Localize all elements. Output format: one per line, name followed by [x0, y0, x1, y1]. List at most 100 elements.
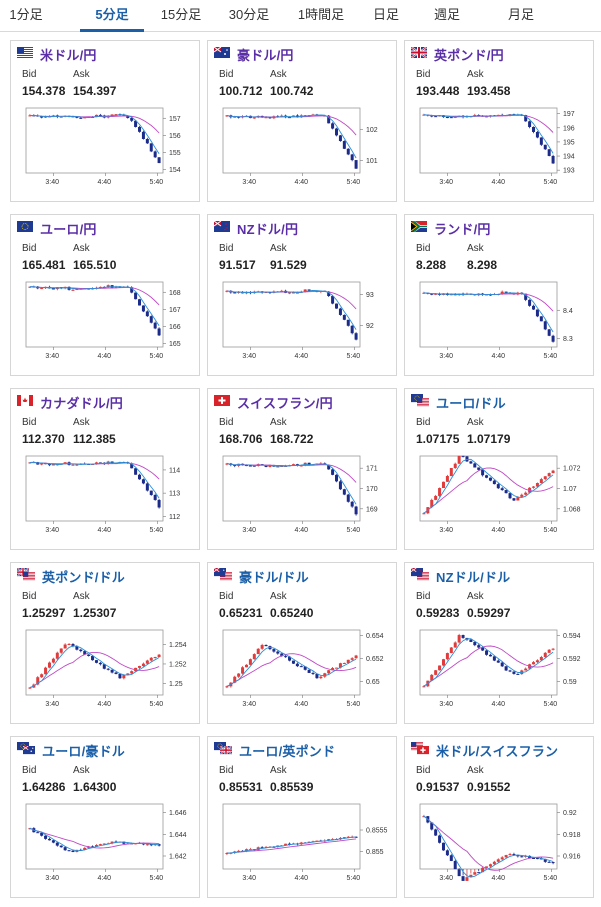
rate-card-aud-jpy[interactable]: 豪ドル/円 Bid Ask 100.712 100.742 102 101 3:40…: [207, 40, 397, 202]
pair-title[interactable]: NZドル/円: [214, 219, 298, 237]
flag-icon: [214, 567, 232, 585]
pair-name[interactable]: ユーロ/ドル: [436, 395, 506, 411]
chart-container[interactable]: 1.072 1.07 1.068 3:40 4:40 5:40: [417, 453, 592, 539]
pair-title[interactable]: 米ドル/円: [17, 45, 97, 63]
rate-card-nzd-jpy[interactable]: NZドル/円 Bid Ask 91.517 91.529 93 92 3:40 4:4…: [207, 214, 397, 376]
chart-container[interactable]: 157 156 155 154 3:40 4:40 5:40: [23, 105, 198, 191]
candle-up: [280, 466, 284, 468]
tab-1hour[interactable]: 1時間足: [297, 7, 345, 22]
pair-title[interactable]: 英ポンド/ドル: [17, 567, 125, 585]
candle-up: [237, 850, 241, 852]
ask-label: Ask: [73, 765, 90, 776]
pair-title[interactable]: 豪ドル/ドル: [214, 567, 309, 585]
candle-down: [138, 299, 142, 306]
pair-name[interactable]: ユーロ/豪ドル: [42, 743, 126, 759]
tab-15min[interactable]: 15分足: [160, 7, 202, 22]
y-tick-label: 0.92: [563, 810, 577, 817]
rate-card-aud-usd[interactable]: 豪ドル/ドル Bid Ask 0.65231 0.65240 0.654 0.65…: [207, 562, 397, 724]
pair-name[interactable]: NZドル/ドル: [436, 569, 511, 585]
pair-name[interactable]: 豪ドル/円: [237, 47, 294, 63]
y-tick-label: 1.646: [169, 810, 187, 817]
chart-container[interactable]: 168 167 166 165 3:40 4:40 5:40: [23, 279, 198, 365]
tab-1min[interactable]: 1分足: [9, 7, 43, 22]
chart-container[interactable]: 0.594 0.592 0.59 3:40 4:40 5:40: [417, 627, 592, 713]
moving-average-long: [423, 645, 554, 687]
pair-title[interactable]: ユーロ/英ポンド: [214, 741, 335, 759]
chart-container[interactable]: 0.92 0.918 0.916 3:40 4:40 5:40: [417, 801, 592, 887]
candle-up: [44, 667, 48, 675]
candle-up: [422, 114, 426, 116]
candle-down: [55, 842, 59, 846]
pair-name[interactable]: NZドル/円: [237, 221, 299, 237]
y-tick-label: 195: [563, 139, 575, 146]
candle-up: [430, 674, 434, 681]
pair-name[interactable]: 米ドル/スイスフラン: [436, 743, 559, 759]
pair-title[interactable]: ユーロ/円: [17, 219, 97, 237]
pair-title[interactable]: 米ドル/スイスフラン: [411, 741, 558, 759]
chart-container[interactable]: 8.4 8.3 3:40 4:40 5:40: [417, 279, 592, 365]
rate-card-cad-jpy[interactable]: カナダドル/円 Bid Ask 112.370 112.385 114 113 11…: [10, 388, 200, 550]
rate-card-usd-chf[interactable]: 米ドル/スイスフラン Bid Ask 0.91537 0.91552 0.92 0…: [404, 736, 594, 898]
rate-card-gbp-jpy[interactable]: 英ポンド/円 Bid Ask 193.448 193.458 197 196 195…: [404, 40, 594, 202]
candle-up: [547, 649, 551, 653]
pair-title[interactable]: 英ポンド/円: [411, 45, 504, 63]
chart-container[interactable]: 0.8555 0.855 3:40 4:40 5:40: [220, 801, 395, 887]
chart-container[interactable]: 1.646 1.644 1.642 3:40 4:40 5:40: [23, 801, 198, 887]
rate-card-zar-jpy[interactable]: ランド/円 Bid Ask 8.288 8.298 8.4 8.3 3:40 4:40…: [404, 214, 594, 376]
pair-title[interactable]: ユーロ/ドル: [411, 393, 506, 411]
pair-title[interactable]: スイスフラン/円: [214, 393, 333, 411]
chart-container[interactable]: 1.254 1.252 1.25 3:40 4:40 5:40: [23, 627, 198, 713]
candle-down: [327, 291, 331, 297]
rate-card-gbp-usd[interactable]: 英ポンド/ドル Bid Ask 1.25297 1.25307 1.254 1.2…: [10, 562, 200, 724]
candle-up: [145, 660, 149, 664]
chart-container[interactable]: 93 92 3:40 4:40 5:40: [220, 279, 395, 365]
tab-monthly[interactable]: 月足: [507, 7, 534, 22]
pair-title[interactable]: NZドル/ドル: [411, 567, 510, 585]
rate-card-usd-jpy[interactable]: 米ドル/円 Bid Ask 154.378 154.397 157 156 155 1…: [10, 40, 200, 202]
pair-name[interactable]: ユーロ/円: [40, 221, 97, 237]
bid-label: Bid: [416, 591, 431, 602]
chart-container[interactable]: 114 113 112 3:40 4:40 5:40: [23, 453, 198, 539]
rate-card-eur-gbp[interactable]: ユーロ/英ポンド Bid Ask 0.85531 0.85539 0.8555 0…: [207, 736, 397, 898]
candle-up: [524, 492, 528, 495]
chart-container[interactable]: 102 101 3:40 4:40 5:40: [220, 105, 395, 191]
pair-title[interactable]: カナダドル/円: [17, 393, 123, 411]
rate-card-eur-jpy[interactable]: ユーロ/円 Bid Ask 165.481 165.510 168 167 166 1…: [10, 214, 200, 376]
candle-up: [473, 872, 477, 875]
tab-30min[interactable]: 30分足: [228, 7, 270, 22]
pair-name[interactable]: ランド/円: [434, 221, 491, 237]
chart-container[interactable]: 197 196 195 194 193 3:40 4:40 5:40: [417, 105, 592, 191]
candle-down: [543, 144, 547, 150]
chart-container[interactable]: 171 170 169 3:40 4:40 5:40: [220, 453, 395, 539]
rate-card-eur-aud[interactable]: ユーロ/豪ドル Bid Ask 1.64286 1.64300 1.646 1.6…: [10, 736, 200, 898]
tab-daily[interactable]: 日足: [372, 7, 399, 22]
rate-card-eur-usd[interactable]: ユーロ/ドル Bid Ask 1.07175 1.07179 1.072 1.07…: [404, 388, 594, 550]
bid-label: Bid: [22, 591, 37, 602]
candle-up: [63, 644, 67, 649]
x-tick-label: 4:40: [97, 875, 111, 882]
pair-name[interactable]: カナダドル/円: [40, 395, 124, 411]
pair-name[interactable]: 英ポンド/円: [434, 47, 504, 63]
rate-card-nzd-usd[interactable]: NZドル/ドル Bid Ask 0.59283 0.59297 0.594 0.5…: [404, 562, 594, 724]
candle-up: [83, 117, 87, 119]
pair-name[interactable]: スイスフラン/円: [237, 395, 333, 411]
candle-down: [504, 490, 508, 494]
moving-average-short: [423, 815, 554, 878]
pair-title[interactable]: 豪ドル/円: [214, 45, 294, 63]
candle-down: [114, 672, 118, 674]
pair-title[interactable]: ランド/円: [411, 219, 491, 237]
candle-up: [264, 117, 268, 119]
pair-title[interactable]: ユーロ/豪ドル: [17, 741, 125, 759]
tab-weekly[interactable]: 週足: [433, 7, 460, 22]
pair-name[interactable]: ユーロ/英ポンド: [239, 743, 336, 759]
chart-container[interactable]: 0.654 0.652 0.65 3:40 4:40 5:40: [220, 627, 395, 713]
tab-5min[interactable]: 5分足: [80, 0, 144, 32]
pair-name[interactable]: 英ポンド/ドル: [42, 569, 126, 585]
candle-down: [79, 649, 83, 652]
pair-name[interactable]: 米ドル/円: [40, 47, 97, 63]
ask-label: Ask: [467, 243, 484, 254]
x-tick-label: 5:40: [347, 701, 361, 708]
rate-card-chf-jpy[interactable]: スイスフラン/円 Bid Ask 168.706 168.722 171 170 1…: [207, 388, 397, 550]
pair-name[interactable]: 豪ドル/ドル: [239, 569, 309, 585]
candle-up: [453, 463, 457, 469]
